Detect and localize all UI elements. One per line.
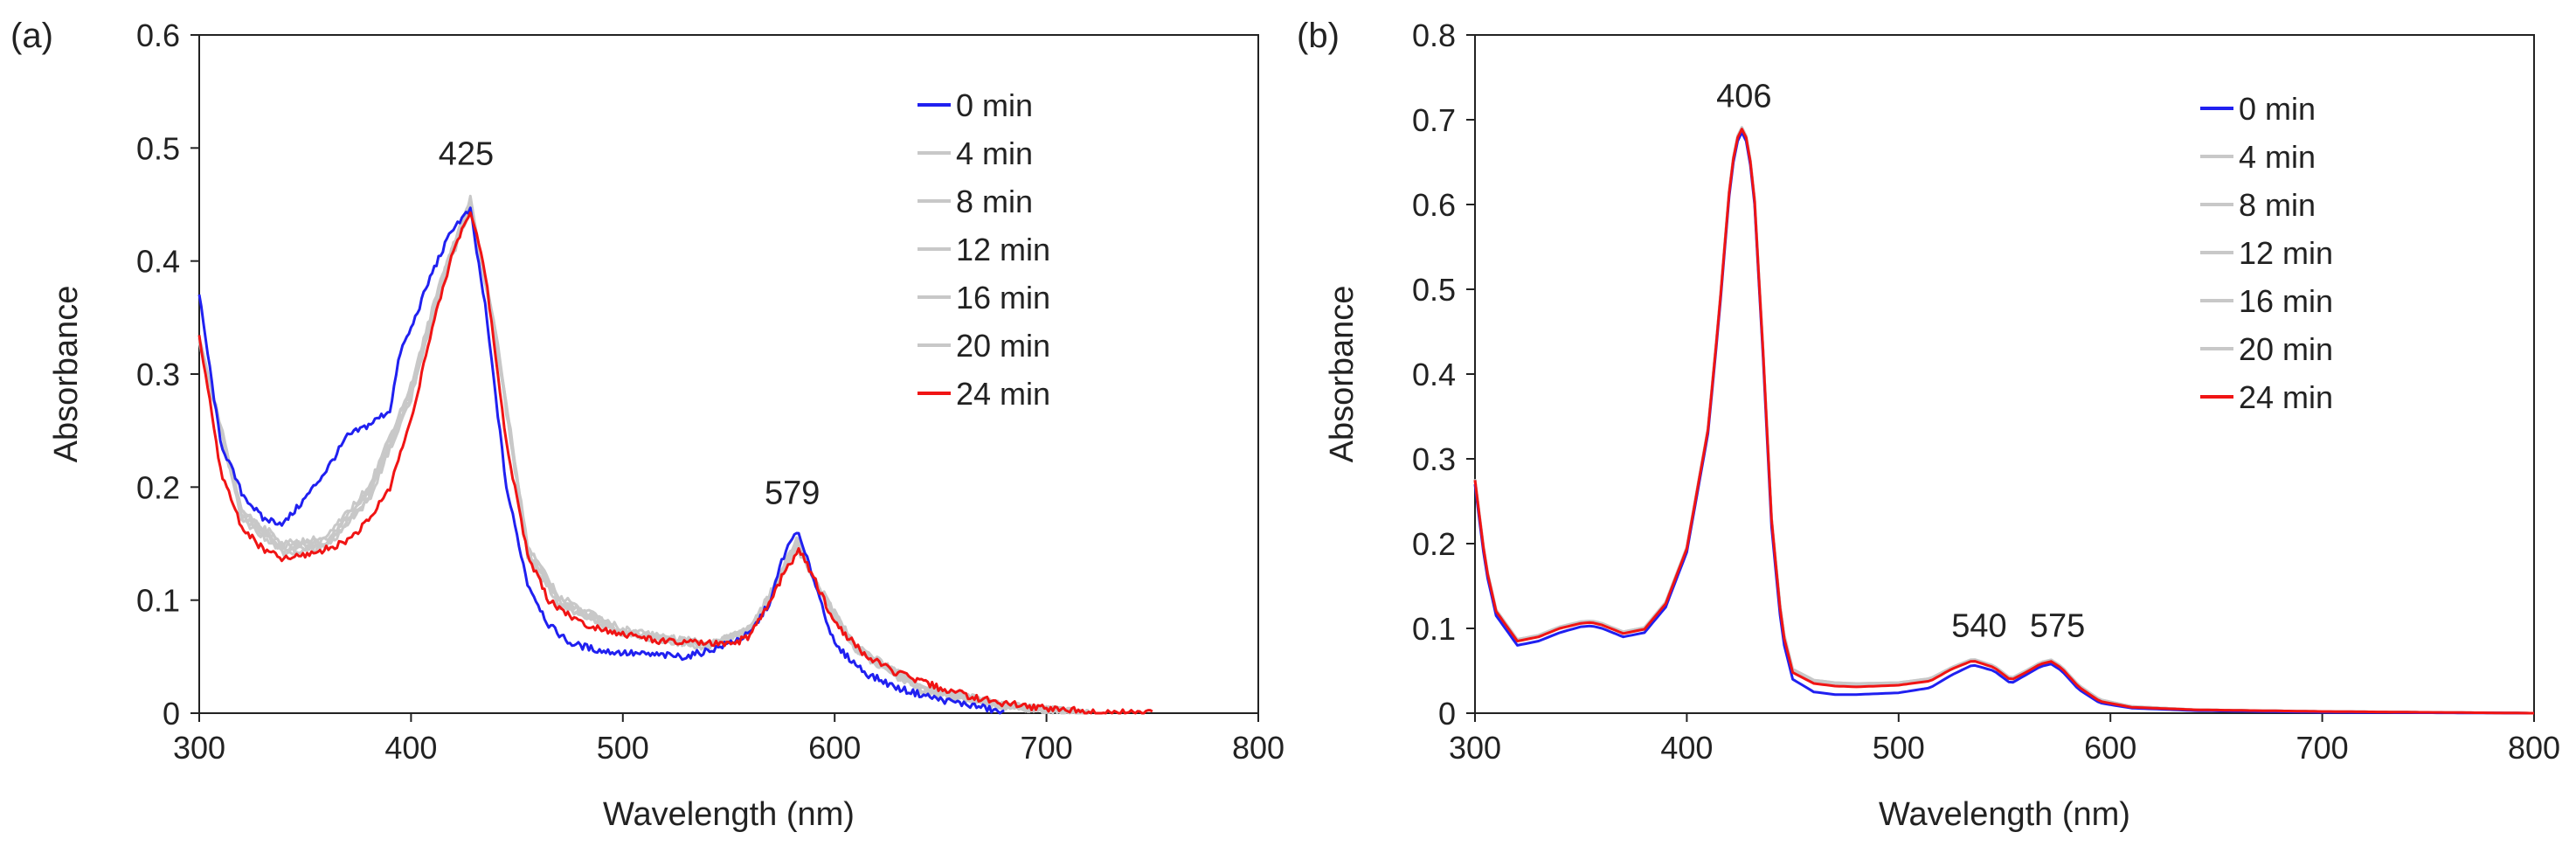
legend-entry: 24 min: [2239, 379, 2333, 415]
x-tick-label: 800: [1232, 730, 1285, 766]
y-tick-label: 0: [163, 696, 180, 732]
y-tick-label: 0.4: [136, 244, 180, 280]
peak-annotations: 425 579: [439, 136, 821, 512]
y-tick-label: 0.5: [136, 130, 180, 166]
y-tick-label: 0.1: [136, 583, 180, 619]
y-axis-label: Absorbance: [1324, 286, 1361, 463]
legend: 0 min 4 min 8 min 12 min 16 min 20 min 24 min: [918, 87, 1050, 412]
legend-entry: 0 min: [2239, 91, 2316, 127]
series-lines: [197, 194, 1153, 715]
series-line-24-min: [1473, 128, 2534, 715]
x-tick-label: 600: [2084, 730, 2136, 766]
peak-label: 406: [1716, 78, 1771, 114]
x-tick-label: 400: [1660, 730, 1713, 766]
legend-entry: 16 min: [956, 280, 1050, 316]
peak-label: 540: [1951, 608, 2006, 645]
legend-entry: 4 min: [956, 135, 1033, 171]
legend-entry: 0 min: [956, 87, 1033, 123]
y-tick-label: 0: [1438, 696, 1456, 732]
y-tick-label: 0.2: [1412, 526, 1456, 562]
peak-annotations: 406 540 575: [1716, 78, 2085, 644]
axes-ticks: 300 400 500 600 700 800 0 0.1 0.2 0.3 0.4 0.5 0.6: [136, 17, 1285, 766]
panel-a: (a) 300 400 500 600 700 800 0 0.1 0.2 0.3 0.4 0.5 0.…: [10, 17, 1285, 833]
axes-ticks: 300 400 500 600 700 800 0 0.1 0.2 0.3 0.4 0.5 0.6 0.7…: [1412, 17, 2560, 766]
series-line-0-min: [197, 206, 1005, 715]
x-tick-label: 500: [597, 730, 649, 766]
legend-entry: 16 min: [2239, 283, 2333, 319]
series-line-20-min: [197, 208, 1091, 715]
legend-entry: 20 min: [2239, 331, 2333, 367]
legend-entry: 20 min: [956, 328, 1050, 364]
y-tick-label: 0.6: [136, 17, 180, 53]
y-tick-label: 0.8: [1412, 17, 1456, 53]
y-tick-label: 0.4: [1412, 357, 1456, 392]
x-tick-label: 700: [1021, 730, 1073, 766]
series-line-24-min: [197, 211, 1153, 715]
x-tick-label: 700: [2296, 730, 2349, 766]
x-tick-label: 300: [173, 730, 225, 766]
y-tick-label: 0.1: [1412, 611, 1456, 647]
x-tick-label: 300: [1449, 730, 1501, 766]
x-axis-label: Wavelength (nm): [603, 796, 855, 833]
legend-entry: 24 min: [956, 376, 1050, 412]
panel-label: (b): [1297, 17, 1340, 55]
peak-label: 579: [765, 475, 820, 512]
y-tick-label: 0.2: [136, 469, 180, 505]
legend-entry: 12 min: [956, 232, 1050, 267]
y-tick-label: 0.7: [1412, 102, 1456, 138]
x-tick-label: 500: [1873, 730, 1925, 766]
y-tick-label: 0.6: [1412, 187, 1456, 223]
panel-label: (a): [10, 17, 53, 55]
legend: 0 min 4 min 8 min 12 min 16 min 20 min 24 min: [2200, 91, 2333, 415]
legend-entry: 8 min: [2239, 187, 2316, 223]
x-tick-label: 400: [384, 730, 437, 766]
legend-entry: 12 min: [2239, 235, 2333, 271]
legend-entry: 4 min: [2239, 139, 2316, 175]
x-axis-label: Wavelength (nm): [1879, 796, 2130, 833]
legend-entry: 8 min: [956, 184, 1033, 219]
peak-label: 575: [2030, 608, 2085, 645]
peak-label: 425: [439, 136, 494, 173]
y-tick-label: 0.3: [1412, 441, 1456, 477]
y-tick-label: 0.5: [1412, 272, 1456, 308]
panel-b: (b) 300 400 500 600 700 800 0 0.1 0.2 0.3 0.4 0.5 0.…: [1297, 17, 2560, 833]
y-axis-label: Absorbance: [48, 286, 85, 463]
y-tick-label: 0.3: [136, 357, 180, 392]
series-lines: [1473, 126, 2534, 715]
x-tick-label: 800: [2508, 730, 2560, 766]
x-tick-label: 600: [808, 730, 861, 766]
